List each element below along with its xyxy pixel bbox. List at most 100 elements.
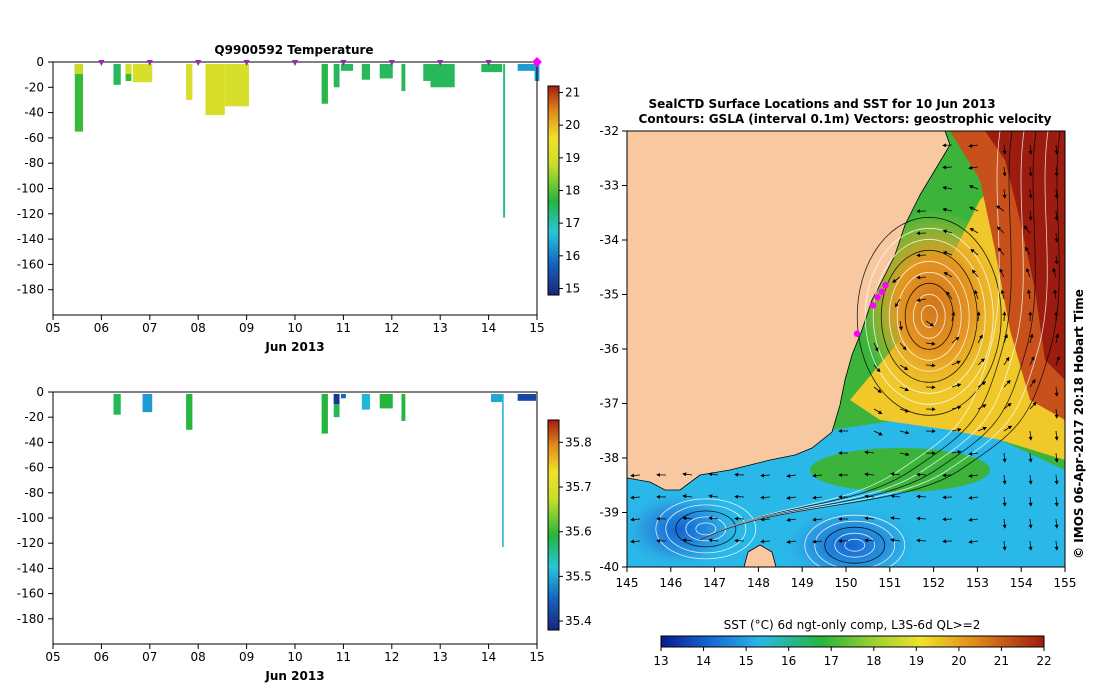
profile-bar	[74, 64, 84, 132]
colorbar-tick-label: 19	[565, 151, 580, 165]
profile-bar	[186, 394, 193, 430]
velocity-vector	[977, 381, 987, 388]
profile-bar	[340, 394, 346, 399]
velocity-vector	[873, 408, 883, 415]
velocity-vector	[873, 430, 883, 436]
velocity-vector	[812, 495, 823, 500]
velocity-vector	[1054, 166, 1059, 177]
gsla-contour	[699, 131, 1061, 541]
map-subtitle: Contours: GSLA (interval 0.1m) Vectors: …	[639, 112, 1052, 126]
profile-surface-bar	[333, 394, 340, 404]
gsla-contour	[665, 504, 747, 554]
velocity-vector	[925, 320, 935, 327]
seal-locations	[853, 282, 889, 337]
sst-colorbar-tick-label: 14	[696, 654, 711, 668]
velocity-vector	[1054, 232, 1059, 243]
profile-bar	[361, 64, 371, 80]
velocity-vector	[1054, 430, 1059, 441]
profile-bar	[113, 394, 121, 415]
x-tick-label: 09	[239, 321, 254, 335]
gsla-contour	[872, 238, 986, 394]
map-latitude-axis: -32 -33 -34 -35 -36 -37 -38 -39 -40	[599, 124, 627, 574]
cold-eddy-south	[780, 505, 920, 567]
temperature-axes-frame	[52, 61, 538, 316]
velocity-vector	[968, 451, 979, 456]
colorbar-tick-label: 18	[565, 184, 580, 198]
profile-bar	[333, 64, 340, 88]
velocity-vector	[977, 334, 983, 344]
sst-colorbar-tick-label: 15	[738, 654, 753, 668]
gsla-contour	[896, 271, 962, 361]
velocity-vector	[970, 248, 979, 256]
velocity-vector	[943, 272, 953, 278]
gsla-contour	[695, 522, 717, 536]
velocity-vector	[630, 495, 641, 500]
velocity-vector	[951, 405, 962, 410]
velocity-vector	[1054, 144, 1059, 155]
y-tick-label: -40	[24, 106, 44, 120]
profile-surface-bar	[125, 64, 132, 74]
temperature-y-axis: 0 -20 -40 -60 -80 -100 -120 -140 -160 -180	[17, 55, 53, 297]
profile-marker	[437, 60, 444, 66]
velocity-vector	[1053, 289, 1058, 300]
velocity-vector	[892, 276, 901, 283]
profile-marker	[146, 60, 153, 66]
sst-colorbar-tick-label: 19	[909, 654, 924, 668]
colorbar-tick-label: 35.4	[565, 614, 592, 628]
lon-tick-label: 155	[1054, 576, 1077, 590]
warm-core-eddy	[860, 210, 1010, 400]
gsla-contour	[880, 249, 978, 383]
profile-bar	[430, 64, 455, 88]
profile-marker	[340, 60, 347, 66]
gsla-contour	[912, 293, 946, 339]
profile-bar	[186, 64, 193, 100]
velocity-vector	[951, 450, 962, 455]
colorbar-tick-label: 16	[565, 249, 580, 263]
velocity-vector	[899, 386, 910, 392]
salinity-x-axis: 05 06 07 08 09 10 11 12 13 14 15	[45, 644, 545, 664]
seal-location-point	[853, 330, 861, 337]
velocity-vector	[969, 206, 979, 212]
profile-bar	[503, 64, 506, 218]
lat-tick-label: -39	[599, 506, 619, 520]
temperature-colorbar	[547, 85, 560, 296]
profile-marker	[243, 60, 250, 66]
gsla-contour	[824, 526, 886, 564]
velocity-vector	[812, 473, 823, 478]
velocity-vector	[997, 247, 1005, 256]
y-tick-label: -60	[24, 131, 44, 145]
lat-tick-label: -34	[599, 233, 619, 247]
velocity-vector	[1002, 496, 1007, 507]
velocity-vector	[890, 516, 901, 521]
gsla-contour	[864, 227, 994, 405]
profile-bar	[132, 64, 153, 83]
colorbar-tick-label: 35.8	[565, 435, 592, 449]
velocity-vector	[786, 539, 797, 544]
velocity-vector	[1052, 267, 1057, 278]
gsla-contour	[699, 131, 1049, 541]
colorbar-tick-label: 20	[565, 118, 580, 132]
lat-tick-label: -32	[599, 124, 619, 138]
salinity-colorbar-ticks: 35.8 35.7 35.6 35.5 35.4	[559, 435, 592, 628]
profile-bar	[379, 64, 393, 79]
velocity-vectors	[630, 143, 1060, 551]
profile-bar	[113, 64, 121, 85]
sst-colorbar-tick-label: 16	[781, 654, 796, 668]
y-tick-label: -100	[17, 511, 44, 525]
y-tick-label: -80	[24, 156, 44, 170]
gsla-contours	[655, 131, 1061, 567]
velocity-vector	[682, 538, 693, 543]
velocity-vector	[899, 430, 910, 435]
temperature-profiles	[74, 64, 540, 218]
y-tick-label: 0	[36, 55, 44, 69]
x-tick-label: 07	[142, 650, 157, 664]
gsla-contour	[814, 520, 896, 567]
velocity-vector	[974, 289, 979, 300]
velocity-vector	[1029, 401, 1037, 410]
velocity-vector	[999, 268, 1005, 278]
seal-location-point	[878, 288, 886, 295]
velocity-vector	[1028, 166, 1033, 177]
colorbar-tick-label: 35.6	[565, 525, 592, 539]
temperature-x-axis: 05 06 07 08 09 10 11 12 13 14 15	[45, 315, 545, 335]
y-tick-label: -120	[17, 536, 44, 550]
